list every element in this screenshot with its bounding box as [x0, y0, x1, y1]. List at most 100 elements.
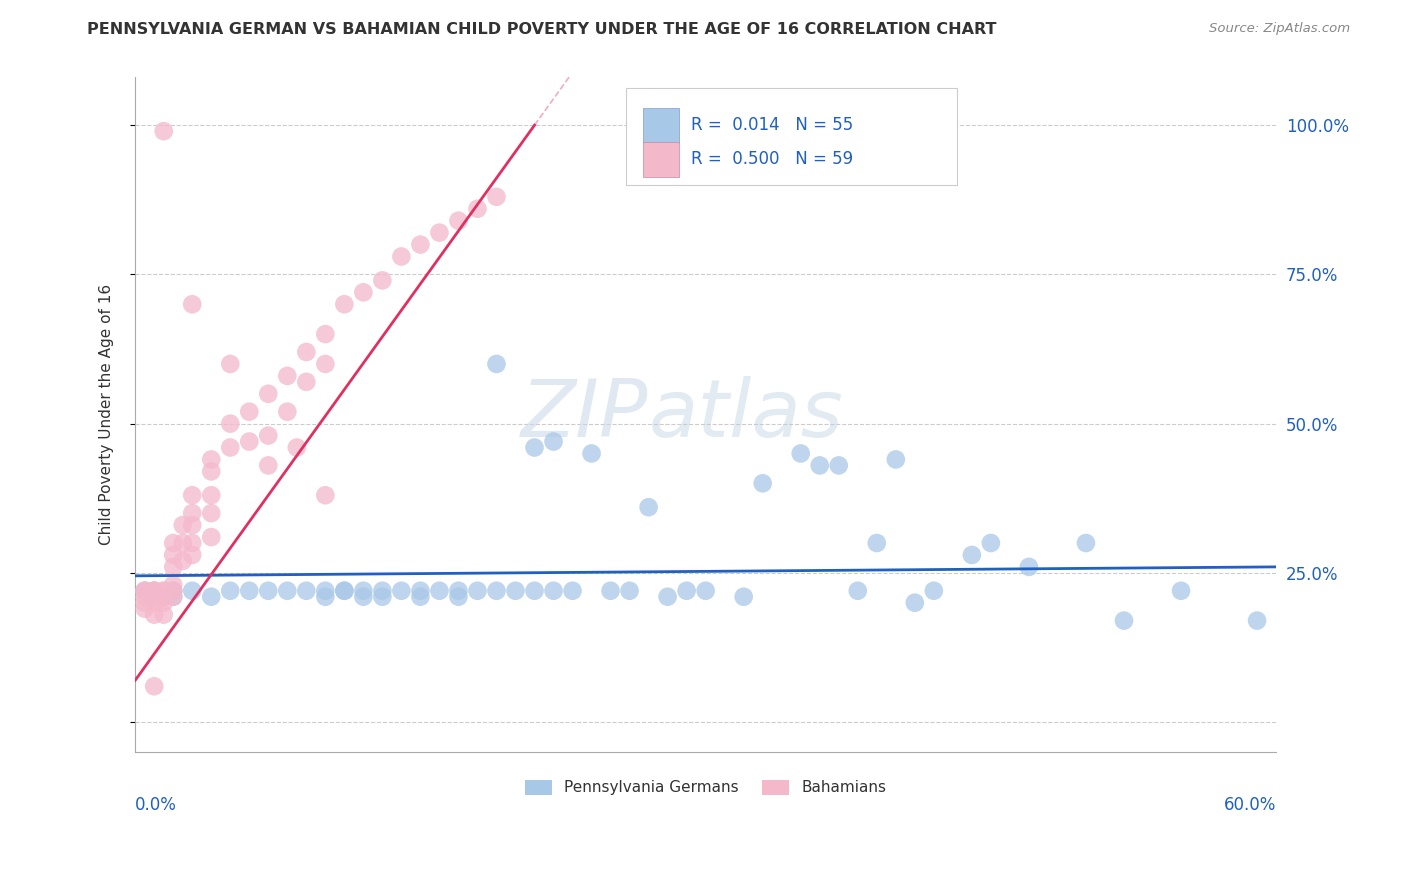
Point [200, 590, 222, 604]
Point [134, 583, 156, 598]
Point [134, 583, 156, 598]
Point [637, 500, 659, 515]
Point [1246, 614, 1268, 628]
Point [276, 583, 298, 598]
Point [751, 476, 773, 491]
Point [485, 583, 508, 598]
Point [162, 583, 184, 598]
Point [1170, 583, 1192, 598]
Point [409, 583, 432, 598]
Point [219, 583, 242, 598]
Point [1074, 536, 1097, 550]
Point [409, 237, 432, 252]
Point [162, 583, 184, 598]
Point [172, 536, 194, 550]
Point [922, 583, 945, 598]
Point [866, 536, 889, 550]
Point [790, 446, 813, 460]
Point [505, 583, 527, 598]
Point [352, 590, 374, 604]
Point [485, 190, 508, 204]
Point [162, 578, 184, 592]
FancyBboxPatch shape [643, 142, 679, 177]
Point [200, 452, 222, 467]
Point [181, 583, 204, 598]
Point [285, 441, 308, 455]
Point [181, 488, 204, 502]
Point [172, 518, 194, 533]
FancyBboxPatch shape [643, 108, 679, 143]
Point [143, 607, 166, 622]
Point [162, 590, 184, 604]
Point [485, 357, 508, 371]
Point [619, 583, 641, 598]
Point [143, 583, 166, 598]
Point [980, 536, 1002, 550]
Point [134, 583, 156, 598]
Point [238, 434, 260, 449]
Point [257, 458, 280, 473]
Point [143, 583, 166, 598]
Point [257, 428, 280, 442]
Point [152, 583, 174, 598]
Y-axis label: Child Poverty Under the Age of 16: Child Poverty Under the Age of 16 [100, 285, 114, 545]
Point [828, 458, 851, 473]
Point [733, 590, 755, 604]
Point [200, 530, 222, 544]
Point [162, 536, 184, 550]
Point [152, 124, 174, 138]
Point [276, 368, 298, 383]
Point [181, 297, 204, 311]
Point [314, 327, 336, 342]
Point [219, 441, 242, 455]
Point [181, 536, 204, 550]
Point [447, 213, 470, 227]
Point [371, 583, 394, 598]
Point [314, 590, 336, 604]
Point [295, 583, 318, 598]
Point [581, 446, 603, 460]
Point [152, 607, 174, 622]
Point [143, 596, 166, 610]
Point [219, 417, 242, 431]
Text: atlas: atlas [648, 376, 844, 454]
Text: Source: ZipAtlas.com: Source: ZipAtlas.com [1209, 22, 1350, 36]
Point [134, 601, 156, 615]
Point [333, 583, 356, 598]
Point [523, 583, 546, 598]
Text: PENNSYLVANIA GERMAN VS BAHAMIAN CHILD POVERTY UNDER THE AGE OF 16 CORRELATION CH: PENNSYLVANIA GERMAN VS BAHAMIAN CHILD PO… [87, 22, 997, 37]
Point [143, 583, 166, 598]
Text: 0.0%: 0.0% [135, 796, 177, 814]
Point [333, 583, 356, 598]
Point [657, 590, 679, 604]
Point [257, 583, 280, 598]
Point [134, 596, 156, 610]
Point [238, 583, 260, 598]
Point [543, 583, 565, 598]
Point [467, 202, 489, 216]
Point [257, 386, 280, 401]
Point [143, 679, 166, 693]
Point [181, 548, 204, 562]
Point [429, 226, 451, 240]
Point [808, 458, 831, 473]
Point [429, 583, 451, 598]
Point [389, 583, 412, 598]
Point [599, 583, 621, 598]
FancyBboxPatch shape [626, 87, 956, 186]
Point [152, 596, 174, 610]
Point [143, 590, 166, 604]
Point [371, 273, 394, 287]
Point [314, 488, 336, 502]
Point [884, 452, 907, 467]
Point [200, 488, 222, 502]
Point [238, 405, 260, 419]
Point [447, 583, 470, 598]
Point [371, 590, 394, 604]
Point [162, 560, 184, 574]
Legend: Pennsylvania Germans, Bahamians: Pennsylvania Germans, Bahamians [519, 773, 893, 802]
Point [162, 590, 184, 604]
Text: R =  0.014   N = 55: R = 0.014 N = 55 [690, 117, 853, 135]
Point [200, 464, 222, 478]
Point [333, 297, 356, 311]
